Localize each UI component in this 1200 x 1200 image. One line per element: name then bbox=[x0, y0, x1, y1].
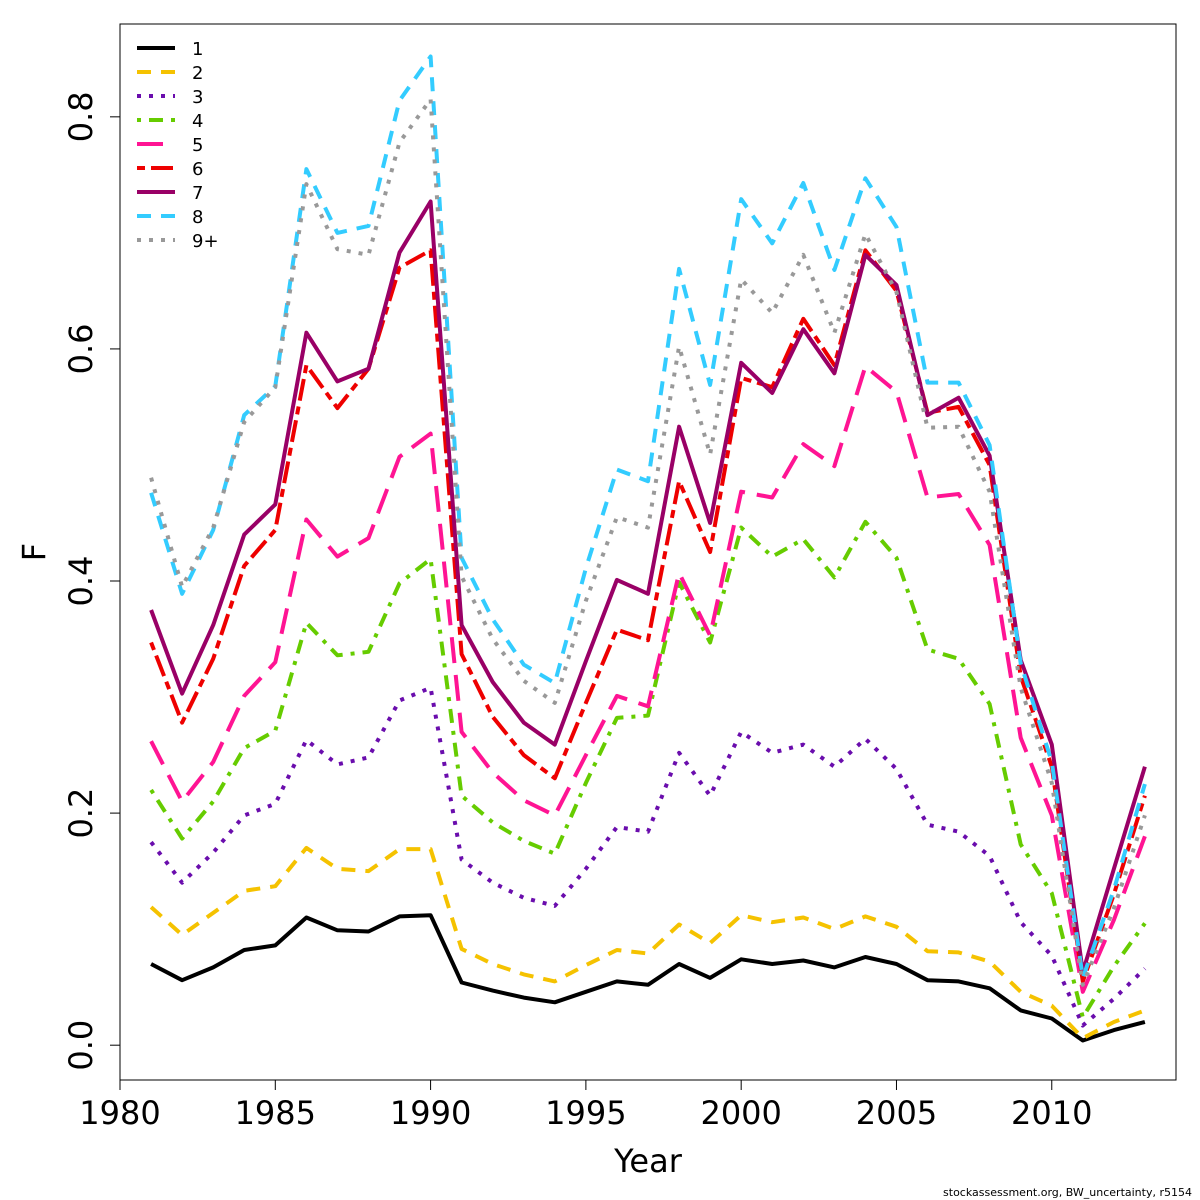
legend-label-5: 5 bbox=[192, 135, 203, 156]
series-line-2 bbox=[149, 845, 1146, 1041]
x-tick-label: 1985 bbox=[235, 1094, 316, 1132]
series-line-4 bbox=[149, 519, 1147, 1020]
series-line-7 bbox=[149, 199, 1147, 975]
y-tick-label: 0.6 bbox=[62, 323, 100, 374]
series-line-1 bbox=[150, 913, 1146, 1043]
y-tick-label: 0.0 bbox=[62, 1020, 100, 1071]
x-tick-label: 1995 bbox=[545, 1094, 626, 1132]
y-axis-title: F bbox=[15, 543, 53, 561]
legend-label-4: 4 bbox=[192, 111, 203, 132]
legend-label-2: 2 bbox=[192, 63, 203, 84]
x-tick-label: 2000 bbox=[700, 1094, 781, 1132]
x-axis-title: Year bbox=[613, 1142, 683, 1180]
y-tick-label: 0.4 bbox=[62, 556, 100, 607]
y-axis: 0.0 0.2 0.4 0.6 0.8 bbox=[62, 91, 121, 1071]
x-tick-label: 2010 bbox=[1011, 1094, 1092, 1132]
series-line-5 bbox=[149, 364, 1147, 994]
legend-label-6: 6 bbox=[192, 159, 203, 180]
legend-label-9: 9+ bbox=[192, 231, 219, 252]
x-tick-label: 2005 bbox=[856, 1094, 937, 1132]
legend-label-8: 8 bbox=[192, 207, 203, 228]
legend-label-1: 1 bbox=[192, 39, 203, 60]
legend-label-3: 3 bbox=[192, 87, 203, 108]
x-tick-label: 1990 bbox=[390, 1094, 471, 1132]
x-axis: 1980 1985 1990 1995 2000 2005 2010 bbox=[79, 1079, 1092, 1132]
series-line-3 bbox=[149, 685, 1147, 1028]
x-tick-label: 1980 bbox=[79, 1094, 160, 1132]
legend-label-7: 7 bbox=[192, 183, 203, 204]
footer-note: stockassessment.org, BW_uncertainty, r51… bbox=[943, 1186, 1192, 1199]
series-layer bbox=[149, 54, 1147, 1043]
series-line-6 bbox=[149, 248, 1147, 984]
y-tick-label: 0.8 bbox=[62, 91, 100, 142]
series-line-8 bbox=[149, 54, 1147, 980]
series-line-9 bbox=[149, 97, 1147, 987]
y-tick-label: 0.2 bbox=[62, 788, 100, 839]
legend: 1 2 3 4 5 6 7 8 9+ bbox=[137, 39, 219, 252]
plot-frame bbox=[119, 23, 1177, 1081]
